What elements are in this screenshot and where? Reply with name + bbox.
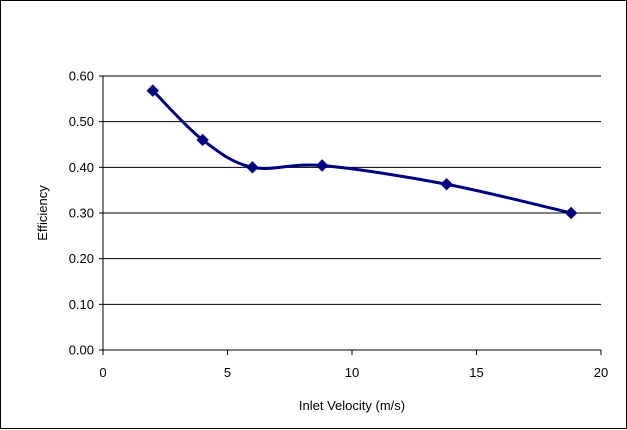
- data-point-marker-3: [315, 159, 329, 172]
- data-point-marker-4: [440, 178, 453, 191]
- x-axis-ticks: 0 5 10 15 20: [99, 350, 608, 380]
- data-point-marker-1: [196, 133, 209, 147]
- x-tick-label: 10: [345, 365, 359, 380]
- data-point-marker-2: [246, 161, 259, 174]
- y-tick-label: 0.00: [69, 343, 94, 358]
- series-group: [146, 84, 578, 220]
- y-tick-label: 0.10: [69, 297, 94, 312]
- x-axis-title: Inlet Velocity (m/s): [299, 398, 405, 413]
- y-tick-label: 0.40: [69, 160, 94, 175]
- x-tick-label: 20: [594, 365, 608, 380]
- gridlines: [103, 75, 601, 305]
- x-tick-label: 0: [99, 365, 106, 380]
- y-tick-label: 0.50: [69, 114, 94, 129]
- x-tick-label: 5: [224, 365, 231, 380]
- y-axis-title: Efficiency: [35, 185, 50, 241]
- y-axis-ticks: 0.00 0.10 0.20 0.30 0.40 0.50 0.60: [69, 69, 103, 358]
- y-tick-label: 0.60: [69, 69, 94, 84]
- data-point-marker-0: [146, 84, 160, 97]
- data-point-marker-5: [564, 206, 578, 220]
- y-tick-label: 0.30: [69, 206, 94, 221]
- series-line-0: [151, 89, 573, 215]
- y-tick-label: 0.20: [69, 251, 94, 266]
- x-tick-label: 15: [469, 365, 483, 380]
